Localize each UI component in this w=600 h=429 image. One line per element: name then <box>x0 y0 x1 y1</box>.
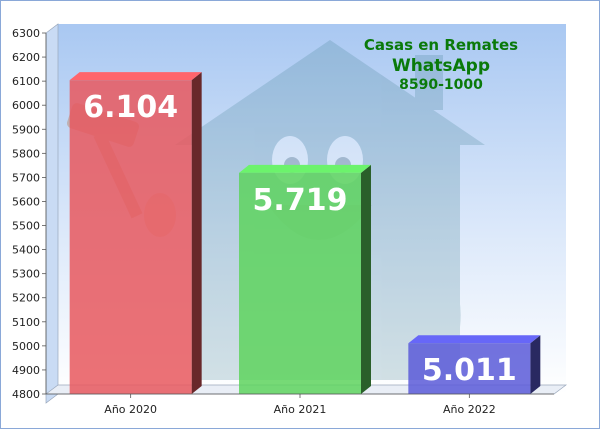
plot-side-wall <box>45 23 59 404</box>
y-tick-label: 4900 <box>12 364 40 377</box>
bar-side <box>191 72 202 395</box>
bar-top <box>239 164 371 173</box>
x-tick-label: Año 2021 <box>274 403 327 416</box>
bar-side <box>530 335 541 394</box>
x-tick-label: Año 2020 <box>104 403 157 416</box>
y-tick-label: 6200 <box>12 51 40 64</box>
x-tick-label: Año 2022 <box>443 403 496 416</box>
bar <box>408 335 541 394</box>
y-tick-label: 5900 <box>12 123 40 136</box>
bar-top <box>408 335 541 344</box>
bar-front <box>239 172 361 394</box>
y-tick-label: 6300 <box>12 27 40 40</box>
x-axis: Año 2020 Año 2021 Año 2022 <box>46 393 554 416</box>
y-tick-label: 5000 <box>12 340 40 353</box>
y-tick-label: 5400 <box>12 244 40 257</box>
y-tick-label: 5700 <box>12 171 40 184</box>
bar-top <box>69 72 202 81</box>
y-tick-label: 6100 <box>12 75 40 88</box>
watermark-annotation: Casas en Remates WhatsApp 8590-1000 <box>364 36 518 93</box>
bar-front <box>69 80 192 395</box>
annotation-line-2: WhatsApp <box>392 56 490 76</box>
y-tick-label: 5600 <box>12 195 40 208</box>
y-tick-label: 5300 <box>12 268 40 281</box>
bar <box>69 72 202 395</box>
data-label: 5.719 <box>253 183 348 218</box>
bar <box>239 164 371 394</box>
y-tick-label: 5800 <box>12 147 40 160</box>
y-tick-label: 5500 <box>12 220 40 233</box>
bar-front <box>408 343 531 394</box>
y-tick-label: 6000 <box>12 99 40 112</box>
y-tick-label: 4800 <box>12 388 40 401</box>
annotation-line-1: Casas en Remates <box>364 36 518 54</box>
data-label: 6.104 <box>83 90 178 125</box>
bars: 6.104 5.719 5.011 <box>69 72 541 395</box>
y-axis: 4800 4900 5000 5100 5200 5300 5400 5500 5600 5700… <box>12 27 47 401</box>
data-label: 5.011 <box>422 353 517 388</box>
y-tick-label: 5200 <box>12 292 40 305</box>
annotation-line-3: 8590-1000 <box>399 77 483 93</box>
bar-side <box>361 164 371 394</box>
y-tick-label: 5100 <box>12 316 40 329</box>
